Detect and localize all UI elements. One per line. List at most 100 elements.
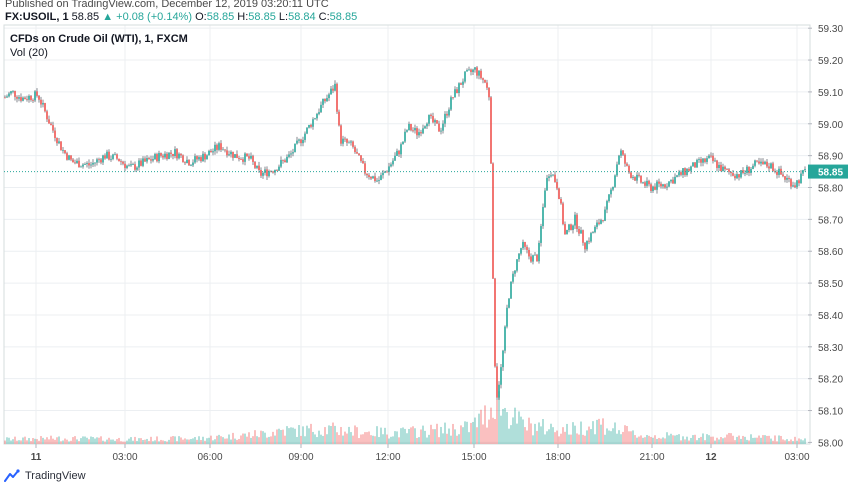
price-axis[interactable]: 59.30 59.20 59.10 59.00 58.90 58.80 58.70 58.60… [808,24,843,449]
candle-body [410,123,412,131]
candle-body [580,230,582,234]
volume-bar [532,435,534,444]
candle-body [318,112,320,114]
volume-bar [236,439,238,444]
volume-bar [736,436,738,444]
volume-bar [20,440,22,444]
candle-body [662,184,664,187]
volume-bar [284,435,286,444]
volume-bar [558,436,560,444]
volume-bar [508,428,510,444]
volume-bar [276,429,278,444]
y-tick-label: 58.70 [818,215,843,226]
volume-bar [742,435,744,444]
candle-body [480,70,482,79]
volume-bar [668,435,670,444]
candle-body [106,151,108,159]
candle-body [130,164,132,166]
candle-body [310,124,312,127]
candle-body [216,144,218,150]
candle-body [336,83,338,112]
volume-bar [40,436,42,444]
candle-body [636,174,638,181]
y-tick-label: 58.30 [818,343,843,354]
candle-body [18,97,20,99]
x-tick-label: 11 [31,452,42,463]
volume-bar [382,434,384,444]
x-tick-label: 03:00 [784,452,809,463]
volume-bar [72,437,74,444]
volume-legend[interactable]: Vol (20) [10,47,48,59]
candle-body [206,155,208,160]
volume-bar [448,428,450,444]
volume-bar [704,440,706,444]
volume-bar [208,437,210,444]
candlesticks [4,65,806,400]
candle-body [110,158,112,160]
candle-body [730,171,732,174]
candle-body [574,214,576,226]
published-caption: Published on TradingView.com, December 1… [5,0,329,10]
candle-body [458,83,460,94]
candle-body [152,159,154,161]
candle-body [222,149,224,151]
volume-bar [548,429,550,444]
volume-bar [594,434,596,444]
volume-bar [80,438,82,444]
price-chart[interactable]: CFDs on Crude Oil (WTI), 1, FXCM Vol (20… [0,0,852,468]
candle-body [734,175,736,179]
volume-bar [234,438,236,444]
time-axis[interactable]: 11 03:00 06:00 09:00 12:00 15:00 18:00 21:00 12 0… [31,444,810,463]
candle-body [752,165,754,170]
candle-body [76,160,78,164]
chart-legend-title[interactable]: CFDs on Crude Oil (WTI), 1, FXCM [10,33,188,45]
symbol-label[interactable]: FX:USOIL, 1 [5,11,69,23]
candle-body [236,154,238,159]
volume-bar [652,437,654,444]
candle-body [762,161,764,165]
y-tick-label: 58.00 [818,438,843,449]
candle-body [30,95,32,100]
volume-bar [196,439,198,444]
volume-bar [360,434,362,444]
candle-body [616,164,618,176]
candle-body [542,207,544,227]
volume-bar [252,436,254,444]
candle-body [736,174,738,179]
volume-bar [526,430,528,444]
volume-bar [346,433,348,444]
volume-bar [74,436,76,444]
volume-bar [498,391,500,444]
volume-bar [310,423,312,444]
candle-body [66,153,68,160]
candle-body [402,141,404,145]
candle-body [292,152,294,154]
volume-bar [232,432,234,444]
candle-body [266,169,268,177]
volume-bar [442,433,444,444]
volume-bar [6,437,8,444]
volume-bar [762,435,764,444]
candle-body [594,226,596,233]
volume-bar [718,439,720,444]
volume-bar [36,439,38,444]
candle-body [70,155,72,160]
volume-bar [174,436,176,444]
candle-body [710,155,712,157]
volume-bar [354,425,356,444]
chart-header: Published on TradingView.com, December 1… [0,0,852,28]
volume-bar [198,436,200,444]
candle-body [546,177,548,191]
candle-body [750,169,752,173]
candle-body [332,88,334,91]
candle-body [186,159,188,164]
volume-bar [14,436,16,444]
candle-body [638,174,640,176]
volume-bar [630,431,632,444]
candle-body [124,163,126,168]
candle-body [74,162,76,164]
volume-bar [798,438,800,444]
candle-body [428,114,430,124]
volume-bar [568,434,570,444]
volume-bar [632,430,634,444]
